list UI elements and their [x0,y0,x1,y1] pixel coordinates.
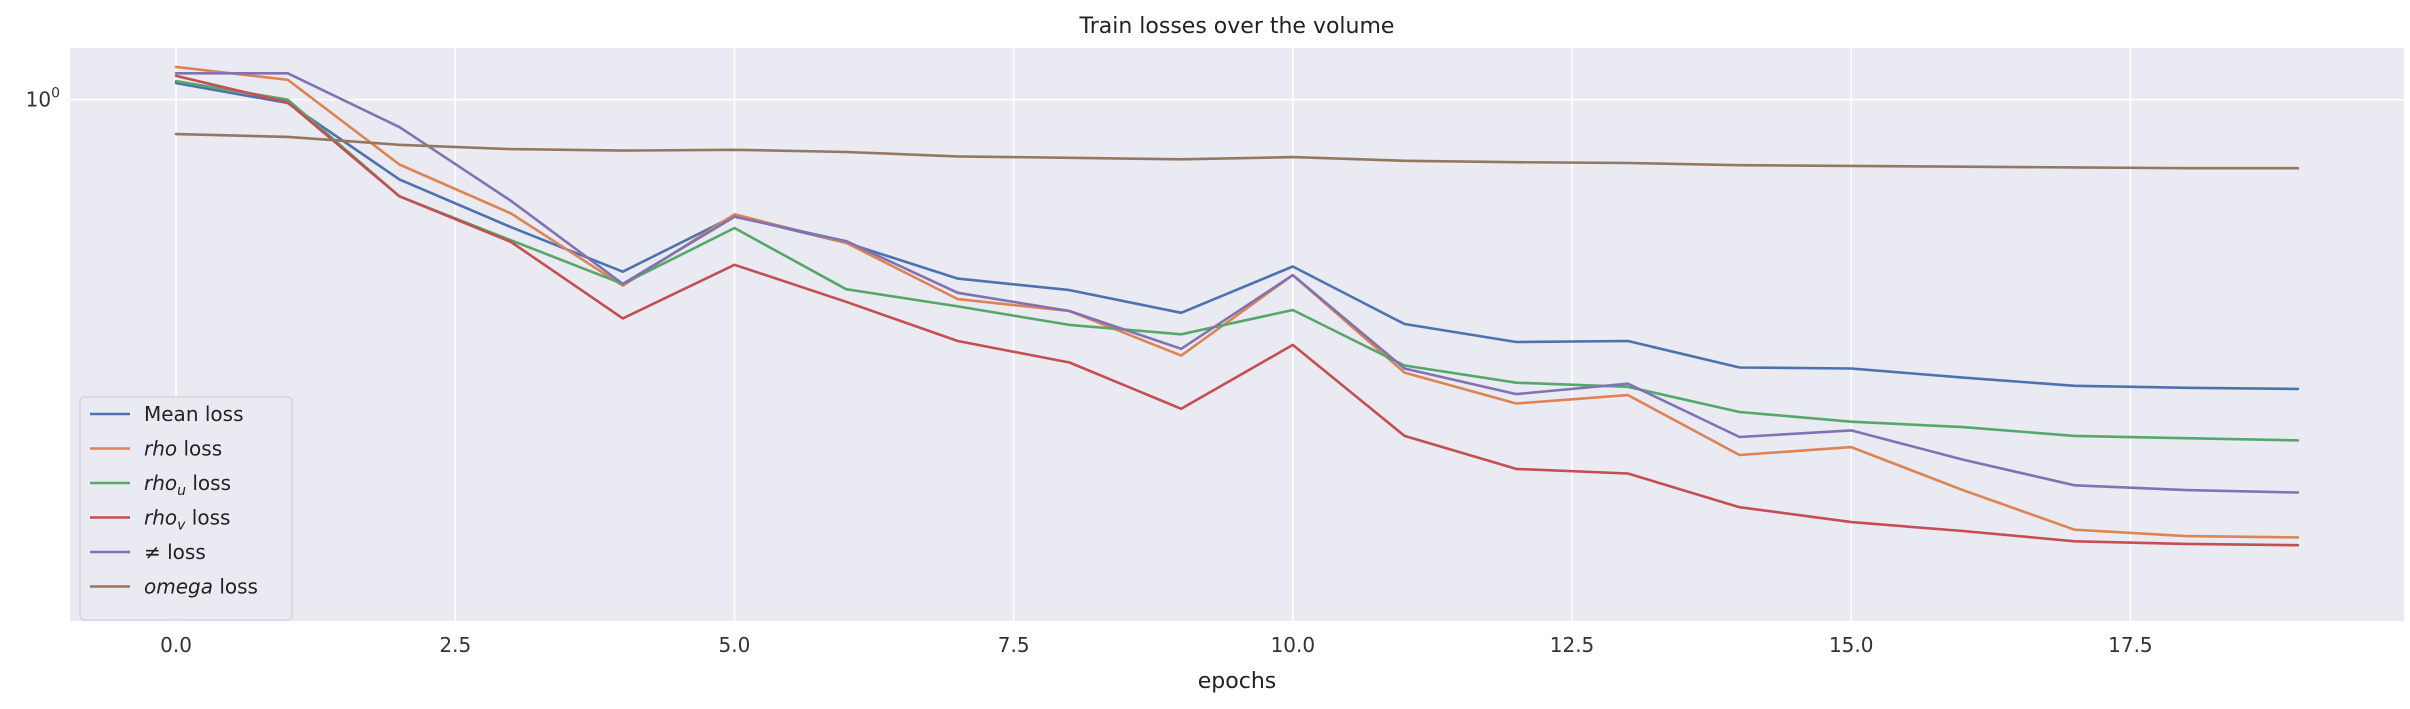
y-tick-labels: 100 [26,86,60,112]
plot-background [70,48,2404,621]
x-tick-label: 0.0 [160,633,192,657]
x-tick-label: 15.0 [1829,633,1874,657]
legend-label: rho loss [144,437,222,461]
series-line [174,65,2300,539]
series-line [174,72,2300,494]
x-tick-label: 10.0 [1271,633,1316,657]
x-tick-label: 7.5 [998,633,1030,657]
y-tick-label: 100 [26,86,60,112]
x-tick-label: 17.5 [2108,633,2153,657]
series-line [174,81,2300,391]
legend-label: Mean loss [144,402,243,426]
series-line [174,132,2300,170]
legend-box [79,396,293,621]
legend-label: ≠ loss [144,540,206,564]
chart-title: Train losses over the volume [1079,14,1395,39]
series-lines [174,65,2300,547]
x-tick-label: 5.0 [719,633,751,657]
x-axis-label: epochs [1198,669,1276,694]
series-line [174,74,2300,547]
legend-label: rhov loss [144,506,230,534]
x-tick-label: 2.5 [439,633,471,657]
series-line [174,79,2300,442]
legend: Mean loss rho loss rhou loss rhov loss ≠ los… [79,396,293,621]
x-tick-labels: 0.0 2.5 5.0 7.5 10.0 12.5 15.0 17.5 [160,633,2152,657]
x-tick-label: 12.5 [1550,633,1595,657]
legend-label: rhou loss [144,471,231,499]
legend-label: omega loss [144,575,258,599]
grid [70,48,2404,621]
